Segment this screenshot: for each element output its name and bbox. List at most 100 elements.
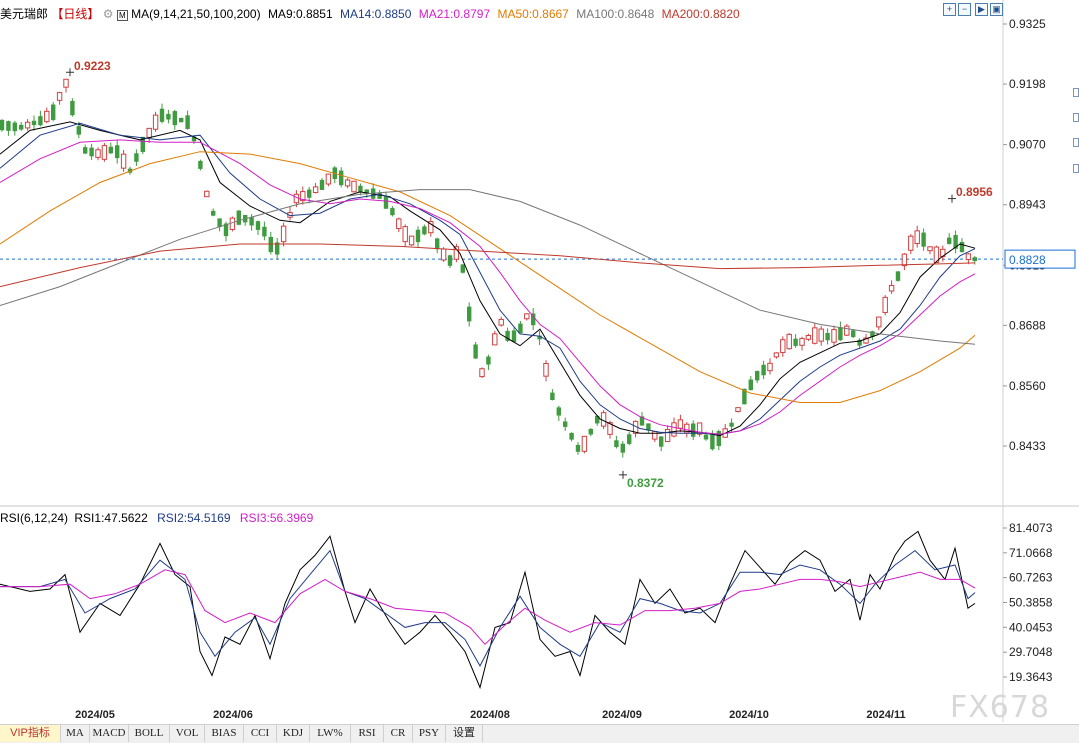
- ma9-value: MA9:0.8851: [267, 7, 333, 21]
- candle-body: [479, 368, 485, 378]
- candle-body: [780, 339, 786, 353]
- candle-body: [262, 226, 267, 237]
- play-icon[interactable]: ▶: [975, 3, 988, 16]
- side-tool-icon[interactable]: [1073, 138, 1079, 147]
- candle-body: [703, 434, 709, 440]
- chart-type-icon[interactable]: M: [116, 10, 128, 21]
- zoom-in-icon[interactable]: +: [943, 3, 956, 16]
- candle-body: [742, 388, 747, 405]
- candle-body: [767, 362, 773, 372]
- candle-body: [927, 246, 933, 252]
- candle-body: [556, 407, 561, 416]
- fullscreen-icon[interactable]: ▣: [990, 3, 1003, 16]
- candle-body: [408, 235, 415, 246]
- candle-body: [24, 121, 31, 129]
- candle-body: [249, 217, 254, 226]
- candle-body: [870, 331, 875, 337]
- ma-line-ma14: [0, 122, 976, 435]
- tab-rsi[interactable]: RSI: [351, 725, 384, 742]
- candle-body: [773, 352, 780, 358]
- price-tick-label: 0.8433: [1009, 439, 1046, 453]
- candle-body: [44, 110, 50, 123]
- symbol-label: 美元瑞郎: [0, 7, 49, 21]
- candle-body: [223, 223, 229, 237]
- candle-body: [473, 344, 478, 359]
- candle-body: [947, 237, 952, 244]
- candle-body: [863, 337, 869, 344]
- tab-settings[interactable]: 设置: [446, 725, 483, 742]
- candle-body: [595, 415, 600, 424]
- candle-body: [172, 111, 177, 126]
- price-tick-label: 0.8688: [1009, 318, 1046, 332]
- tab-lw[interactable]: LW%: [310, 725, 351, 742]
- candle-body: [31, 120, 37, 126]
- candle-body: [659, 436, 664, 447]
- rsi-tick-label: 60.7263: [1009, 571, 1053, 585]
- tab-psy[interactable]: PSY: [413, 725, 446, 742]
- candle-body: [671, 422, 677, 437]
- candle-body: [857, 339, 862, 346]
- date-tick-label: 2024/05: [75, 709, 115, 721]
- candle-body: [101, 145, 108, 160]
- ma14-value: MA14:0.8850: [340, 7, 412, 21]
- candle-body: [275, 242, 280, 255]
- side-tool-icon[interactable]: [1073, 164, 1079, 173]
- tab-vol[interactable]: VOL: [170, 725, 205, 742]
- candle-body: [607, 422, 613, 435]
- settings-gear-icon[interactable]: ⚙: [102, 7, 114, 21]
- period-label[interactable]: 【日线】: [51, 7, 100, 21]
- candle-body: [460, 264, 465, 273]
- candle-body: [844, 325, 850, 336]
- side-tool-icon[interactable]: [1073, 88, 1079, 97]
- candle-body: [729, 422, 734, 427]
- candle-body: [211, 210, 216, 216]
- candle-body: [575, 444, 581, 452]
- ma50-value: MA50:0.8667: [497, 7, 569, 21]
- candle-body: [422, 226, 427, 235]
- candle-body: [882, 296, 888, 313]
- candle-body: [198, 160, 203, 169]
- candle-body: [51, 104, 56, 120]
- zoom-out-icon[interactable]: −: [958, 3, 971, 16]
- tab-cci[interactable]: CCI: [244, 725, 277, 742]
- candle-body: [550, 392, 555, 401]
- price-tick-label: 0.8560: [1009, 379, 1046, 393]
- candle-body: [486, 356, 491, 365]
- current-price-label: 0.8828: [1009, 253, 1046, 267]
- candle-body: [19, 124, 24, 130]
- candle-body: [70, 100, 75, 116]
- candle-body: [83, 147, 88, 154]
- candle-body: [447, 255, 453, 266]
- candle-body: [146, 127, 152, 138]
- tab-cr[interactable]: CR: [384, 725, 413, 742]
- watermark: FX678: [950, 690, 1051, 725]
- candle-body: [696, 422, 703, 435]
- candle-body: [646, 423, 651, 431]
- candle-body: [255, 221, 261, 230]
- ma100-value: MA100:0.8648: [576, 7, 655, 21]
- candle-body: [377, 192, 382, 199]
- tab-boll[interactable]: BOLL: [129, 725, 170, 742]
- tab-bias[interactable]: BIAS: [205, 725, 244, 742]
- tab-macd[interactable]: MACD: [90, 725, 129, 742]
- rsi-legend: RSI(6,12,24) RSI1:47.5622 RSI2:54.5169 R…: [0, 511, 313, 525]
- side-tool-icon[interactable]: [1073, 113, 1079, 122]
- ma-line-ma50: [0, 151, 976, 403]
- candle-body: [755, 371, 760, 381]
- rsi-line-rsi1: [0, 530, 976, 690]
- candle-body: [914, 230, 920, 245]
- tab-ma[interactable]: MA: [61, 725, 90, 742]
- ma21-value: MA21:0.8797: [418, 7, 491, 21]
- ma-params-label: MA(9,14,21,50,100,200): [131, 7, 261, 21]
- tab-vip-indicator[interactable]: VIP指标: [0, 725, 61, 742]
- candle-body: [268, 236, 273, 253]
- candle-body: [908, 235, 914, 251]
- candle-body: [921, 232, 926, 247]
- candle-body: [537, 335, 542, 340]
- candle-body: [876, 316, 882, 328]
- candle-body: [851, 330, 856, 338]
- ma200-value: MA200:0.8820: [661, 7, 740, 21]
- candle-body: [185, 115, 190, 129]
- tab-kdj[interactable]: KDJ: [277, 725, 310, 742]
- candle-body: [569, 432, 574, 440]
